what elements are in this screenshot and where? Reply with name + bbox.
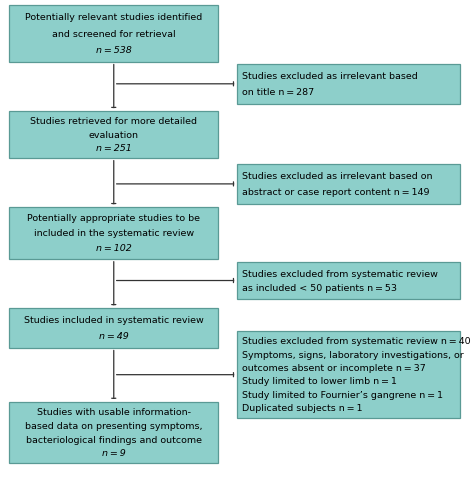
Text: n = 9: n = 9 bbox=[102, 449, 126, 458]
FancyBboxPatch shape bbox=[9, 402, 218, 463]
Text: n = 251: n = 251 bbox=[96, 144, 132, 153]
Text: as included < 50 patients n = 53: as included < 50 patients n = 53 bbox=[242, 284, 397, 293]
FancyBboxPatch shape bbox=[9, 111, 218, 158]
Text: Duplicated subjects n = 1: Duplicated subjects n = 1 bbox=[242, 404, 362, 413]
Text: n = 538: n = 538 bbox=[96, 46, 132, 55]
Text: bacteriological findings and outcome: bacteriological findings and outcome bbox=[26, 436, 202, 445]
FancyBboxPatch shape bbox=[237, 262, 460, 299]
Text: evaluation: evaluation bbox=[89, 131, 139, 140]
Text: Studies excluded from systematic review n = 40: Studies excluded from systematic review … bbox=[242, 337, 470, 347]
Text: Study limited to Fournier’s gangrene n = 1: Study limited to Fournier’s gangrene n =… bbox=[242, 390, 443, 399]
Text: Studies retrieved for more detailed: Studies retrieved for more detailed bbox=[30, 117, 197, 126]
Text: Studies with usable information-: Studies with usable information- bbox=[37, 408, 191, 417]
Text: n = 49: n = 49 bbox=[99, 332, 128, 341]
Text: abstract or case report content n = 149: abstract or case report content n = 149 bbox=[242, 188, 429, 197]
Text: Studies included in systematic review: Studies included in systematic review bbox=[24, 316, 204, 325]
FancyBboxPatch shape bbox=[237, 331, 460, 418]
FancyBboxPatch shape bbox=[9, 308, 218, 348]
Text: Studies excluded as irrelevant based: Studies excluded as irrelevant based bbox=[242, 72, 418, 81]
Text: on title n = 287: on title n = 287 bbox=[242, 88, 314, 97]
Text: outcomes absent or incomplete n = 37: outcomes absent or incomplete n = 37 bbox=[242, 364, 426, 373]
Text: Potentially relevant studies identified: Potentially relevant studies identified bbox=[25, 13, 202, 22]
Text: and screened for retrieval: and screened for retrieval bbox=[52, 30, 175, 38]
Text: n = 102: n = 102 bbox=[96, 244, 132, 253]
FancyBboxPatch shape bbox=[237, 64, 460, 104]
FancyBboxPatch shape bbox=[9, 207, 218, 259]
FancyBboxPatch shape bbox=[237, 164, 460, 204]
Text: Symptoms, signs, laboratory investigations, or: Symptoms, signs, laboratory investigatio… bbox=[242, 351, 464, 360]
Text: Potentially appropriate studies to be: Potentially appropriate studies to be bbox=[27, 214, 200, 223]
Text: Study limited to lower limb n = 1: Study limited to lower limb n = 1 bbox=[242, 377, 397, 386]
FancyBboxPatch shape bbox=[9, 5, 218, 62]
Text: included in the systematic review: included in the systematic review bbox=[34, 229, 194, 238]
Text: Studies excluded as irrelevant based on: Studies excluded as irrelevant based on bbox=[242, 172, 432, 181]
Text: Studies excluded from systematic review: Studies excluded from systematic review bbox=[242, 270, 438, 279]
Text: based data on presenting symptoms,: based data on presenting symptoms, bbox=[25, 422, 202, 431]
